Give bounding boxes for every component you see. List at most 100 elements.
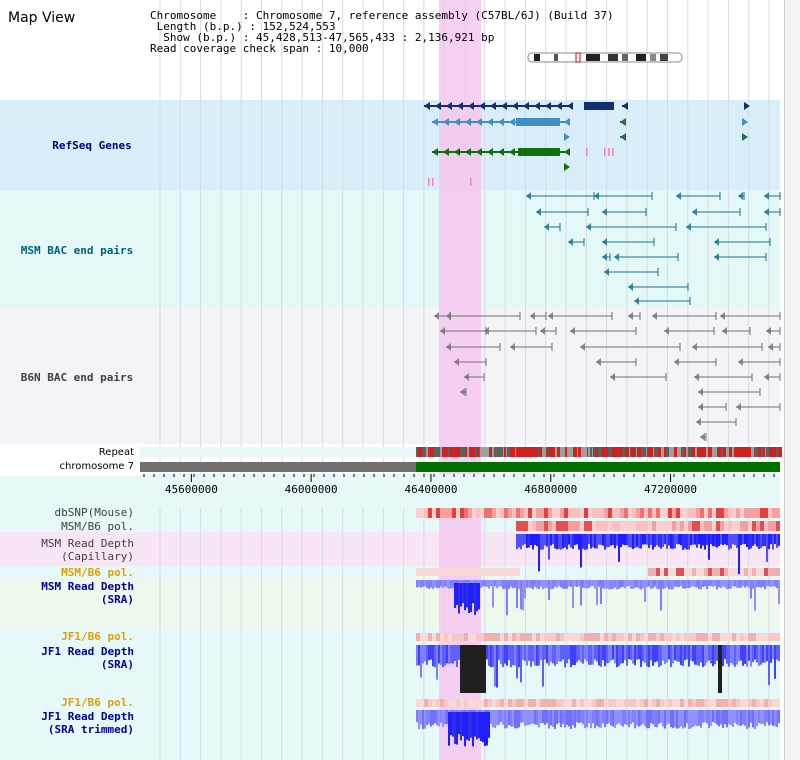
bac-pair-end: [464, 373, 469, 381]
repeat-segment: [514, 447, 515, 457]
repeat-segment: [526, 447, 530, 457]
depth-bar: [490, 580, 492, 587]
gene-arrow: [556, 102, 562, 110]
depth-bar: [738, 534, 740, 575]
depth-bar: [632, 580, 634, 589]
heat-cell: [512, 568, 516, 576]
depth-bar: [612, 645, 614, 660]
depth-bar: [542, 580, 544, 590]
depth-bar: [712, 645, 714, 667]
depth-bar: [526, 534, 528, 548]
depth-bar: [776, 534, 778, 548]
repeat-segment: [769, 447, 771, 457]
depth-bar: [676, 580, 678, 587]
depth-bar: [710, 580, 712, 587]
heat-cell: [776, 633, 780, 641]
depth-bar: [634, 710, 636, 729]
heat-cell: [636, 521, 640, 531]
depth-bar: [606, 645, 608, 664]
depth-bar: [774, 534, 776, 545]
refseq-track-bg: [0, 100, 780, 190]
heat-cell: [524, 521, 528, 531]
repeat-segment: [475, 447, 477, 457]
repeat-segment: [480, 447, 482, 457]
repeat-segment: [550, 447, 552, 457]
heat-cell: [612, 508, 616, 518]
depth-bar: [750, 580, 752, 599]
depth-bar: [584, 580, 586, 589]
depth-bar: [758, 710, 760, 724]
depth-bar: [660, 534, 662, 549]
region-info: Chromosome : Chromosome 7, reference ass…: [150, 9, 614, 55]
depth-bar: [772, 580, 774, 587]
repeat-segment: [520, 447, 522, 457]
heat-cell: [432, 699, 436, 707]
heat-cell: [752, 633, 756, 641]
depth-bar: [546, 534, 548, 547]
depth-bar: [652, 580, 654, 589]
depth-bar: [658, 710, 660, 724]
heat-cell: [536, 633, 540, 641]
depth-bar: [704, 710, 706, 723]
depth-bar: [732, 710, 734, 727]
heat-cell: [664, 568, 668, 576]
depth-bar: [426, 580, 428, 588]
heat-cell: [468, 508, 472, 518]
heat-cell: [440, 699, 444, 707]
vertical-scrollbar[interactable]: [784, 0, 800, 760]
depth-bar: [542, 534, 544, 550]
depth-bar: [426, 710, 428, 726]
depth-bar: [418, 645, 420, 666]
heat-cell: [664, 633, 668, 641]
depth-bar: [664, 710, 666, 729]
depth-bar: [448, 712, 450, 746]
repeat-segment: [594, 447, 595, 457]
repeat-segment: [465, 447, 466, 457]
depth-bar: [740, 645, 742, 661]
heat-cell: [584, 699, 588, 707]
depth-bar: [634, 645, 636, 666]
heat-cell: [500, 699, 504, 707]
gene-arrow: [443, 148, 449, 156]
depth-bar: [746, 534, 748, 547]
heat-cell: [496, 508, 500, 518]
heat-cell: [724, 521, 728, 531]
depth-bar: [574, 710, 576, 728]
depth-bar: [540, 534, 542, 550]
heat-cell: [436, 568, 440, 576]
heat-cell: [548, 508, 552, 518]
depth-bar: [554, 534, 556, 549]
depth-bar: [746, 710, 748, 730]
depth-bar: [756, 534, 758, 547]
heat-cell: [420, 699, 424, 707]
gene-arrow: [744, 102, 750, 110]
heat-cell: [652, 633, 656, 641]
heat-cell: [768, 633, 772, 641]
depth-bar: [748, 710, 750, 728]
repeat-segment: [570, 447, 573, 457]
depth-bar: [646, 645, 648, 667]
bac-pair-end: [676, 192, 681, 200]
depth-bar: [480, 580, 482, 589]
depth-bar: [564, 645, 566, 668]
gene-arrow: [545, 102, 551, 110]
heat-cell: [596, 521, 600, 531]
heat-cell: [468, 568, 472, 576]
depth-bar: [530, 645, 532, 667]
heat-cell: [504, 633, 508, 641]
heat-cell: [756, 521, 760, 531]
heat-cell: [736, 633, 740, 641]
depth-bar: [600, 580, 602, 605]
depth-bar: [774, 580, 776, 587]
depth-bar: [714, 534, 716, 547]
depth-bar: [684, 580, 686, 589]
depth-bar: [658, 534, 660, 547]
heat-cell: [496, 568, 500, 576]
jf1-depth-line1: JF1 Read Depth: [41, 645, 134, 658]
depth-bar: [550, 580, 552, 590]
bac-pair-end: [570, 327, 575, 335]
chromosome-ideogram[interactable]: [526, 52, 686, 64]
depth-bar: [744, 580, 746, 588]
depth-bar: [506, 710, 508, 728]
